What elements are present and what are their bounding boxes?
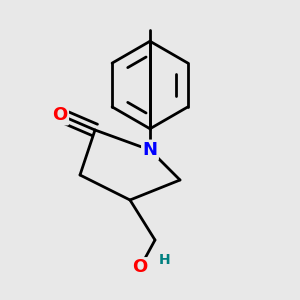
- Text: O: O: [52, 106, 68, 124]
- Text: O: O: [132, 259, 148, 277]
- Text: H: H: [159, 253, 171, 267]
- Text: N: N: [142, 141, 158, 159]
